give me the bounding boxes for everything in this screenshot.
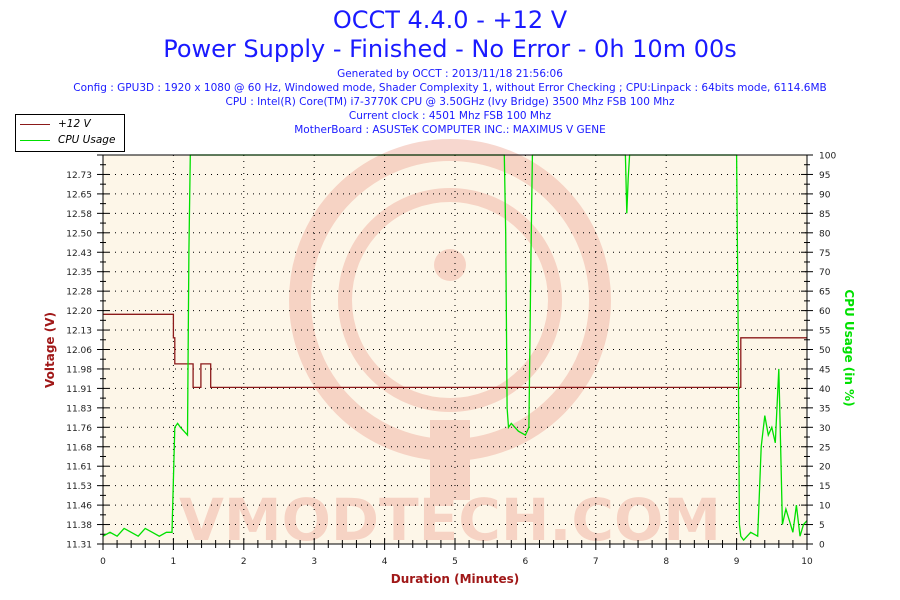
y-tick-label: 12.43	[66, 249, 92, 259]
y-tick-label: 11.53	[66, 482, 92, 492]
legend-label-cpu: CPU Usage	[58, 134, 116, 146]
y2-tick-label: 25	[819, 443, 830, 453]
y2-tick-label: 0	[819, 541, 825, 551]
y-tick-label: 12.73	[66, 171, 92, 181]
y2-tick-label: 95	[819, 171, 830, 181]
info-cpu: CPU : Intel(R) Core(TM) i7-3770K CPU @ 3…	[225, 96, 675, 108]
y2-tick-label: 75	[819, 249, 830, 259]
chart-title: OCCT 4.4.0 - +12 V	[332, 6, 568, 34]
y2-tick-label: 35	[819, 404, 830, 414]
x-tick-label: 2	[241, 557, 247, 567]
x-tick-label: 1	[171, 557, 177, 567]
legend: +12 V CPU Usage	[15, 114, 125, 152]
y-tick-label: 12.50	[66, 229, 92, 239]
y2-tick-label: 100	[819, 152, 836, 162]
y2-tick-label: 15	[819, 482, 830, 492]
x-tick-label: 0	[100, 557, 106, 567]
x-tick-label: 9	[734, 557, 740, 567]
y-tick-label: 12.13	[66, 327, 92, 337]
y-tick-label: 12.65	[66, 190, 92, 200]
y2-tick-label: 40	[819, 385, 831, 395]
x-tick-label: 3	[311, 557, 317, 567]
y2-tick-label: 20	[819, 463, 831, 473]
y-tick-label: 11.46	[66, 502, 92, 512]
y-tick-label: 12.20	[66, 307, 92, 317]
y2-axis-title: CPU Usage (in %)	[842, 289, 856, 406]
y2-tick-label: 10	[819, 502, 831, 512]
y2-tick-label: 30	[819, 424, 831, 434]
plot-frame	[102, 154, 808, 545]
y2-tick-label: 55	[819, 327, 830, 337]
x-axis-title: Duration (Minutes)	[391, 572, 519, 586]
x-tick-label: 7	[593, 557, 599, 567]
watermark-logo: VMODTECH.COM	[179, 139, 721, 554]
y-axis-title: Voltage (V)	[43, 312, 57, 388]
y2-tick-label: 85	[819, 210, 830, 220]
info-generated: Generated by OCCT : 2013/11/18 21:56:06	[337, 68, 563, 80]
y-tick-label: 11.91	[66, 385, 92, 395]
voltage-line	[103, 313, 807, 389]
legend-swatch-cpu	[20, 139, 50, 141]
legend-label-voltage: +12 V	[58, 118, 91, 130]
y-tick-label: 11.31	[66, 541, 92, 551]
series-lines	[102, 154, 808, 542]
y2-tick-label: 60	[819, 307, 831, 317]
legend-item-cpu: CPU Usage	[20, 134, 115, 148]
y-tick-label: 11.83	[66, 404, 92, 414]
chart-subtitle: Power Supply - Finished - No Error - 0h …	[163, 35, 737, 63]
y2-tick-label: 80	[819, 229, 831, 239]
y-tick-label: 11.38	[66, 521, 92, 531]
info-clock: Current clock : 4501 Mhz FSB 100 Mhz	[348, 110, 552, 122]
y-tick-label: 12.35	[66, 268, 92, 278]
x-tick-label: 5	[452, 557, 458, 567]
y2-tick-label: 70	[819, 268, 831, 278]
y2-tick-label: 50	[819, 346, 831, 356]
legend-item-voltage: +12 V	[20, 118, 91, 132]
y-tick-label: 11.98	[66, 365, 92, 375]
x-tick-label: 10	[801, 557, 813, 567]
y-tick-label: 12.06	[66, 346, 92, 356]
y2-tick-label: 45	[819, 365, 830, 375]
y-tick-label: 11.68	[66, 443, 92, 453]
info-config: Config : GPU3D : 1920 x 1080 @ 60 Hz, Wi…	[73, 82, 827, 94]
y2-tick-label: 5	[819, 521, 825, 531]
info-motherboard: MotherBoard : ASUSTeK COMPUTER INC.: MAX…	[294, 124, 606, 136]
watermark-text: VMODTECH.COM	[179, 486, 721, 554]
x-tick-label: 8	[663, 557, 669, 567]
cpu-usage-line	[102, 154, 808, 542]
y2-tick-label: 90	[819, 190, 831, 200]
y-tick-label: 11.61	[66, 463, 92, 473]
x-tick-label: 6	[523, 557, 529, 567]
legend-swatch-voltage	[20, 123, 50, 125]
x-tick-label: 4	[382, 557, 388, 567]
y2-tick-label: 65	[819, 288, 830, 298]
y-tick-label: 11.76	[66, 424, 92, 434]
y-tick-label: 12.28	[66, 288, 92, 298]
y-tick-label: 12.58	[66, 210, 92, 220]
